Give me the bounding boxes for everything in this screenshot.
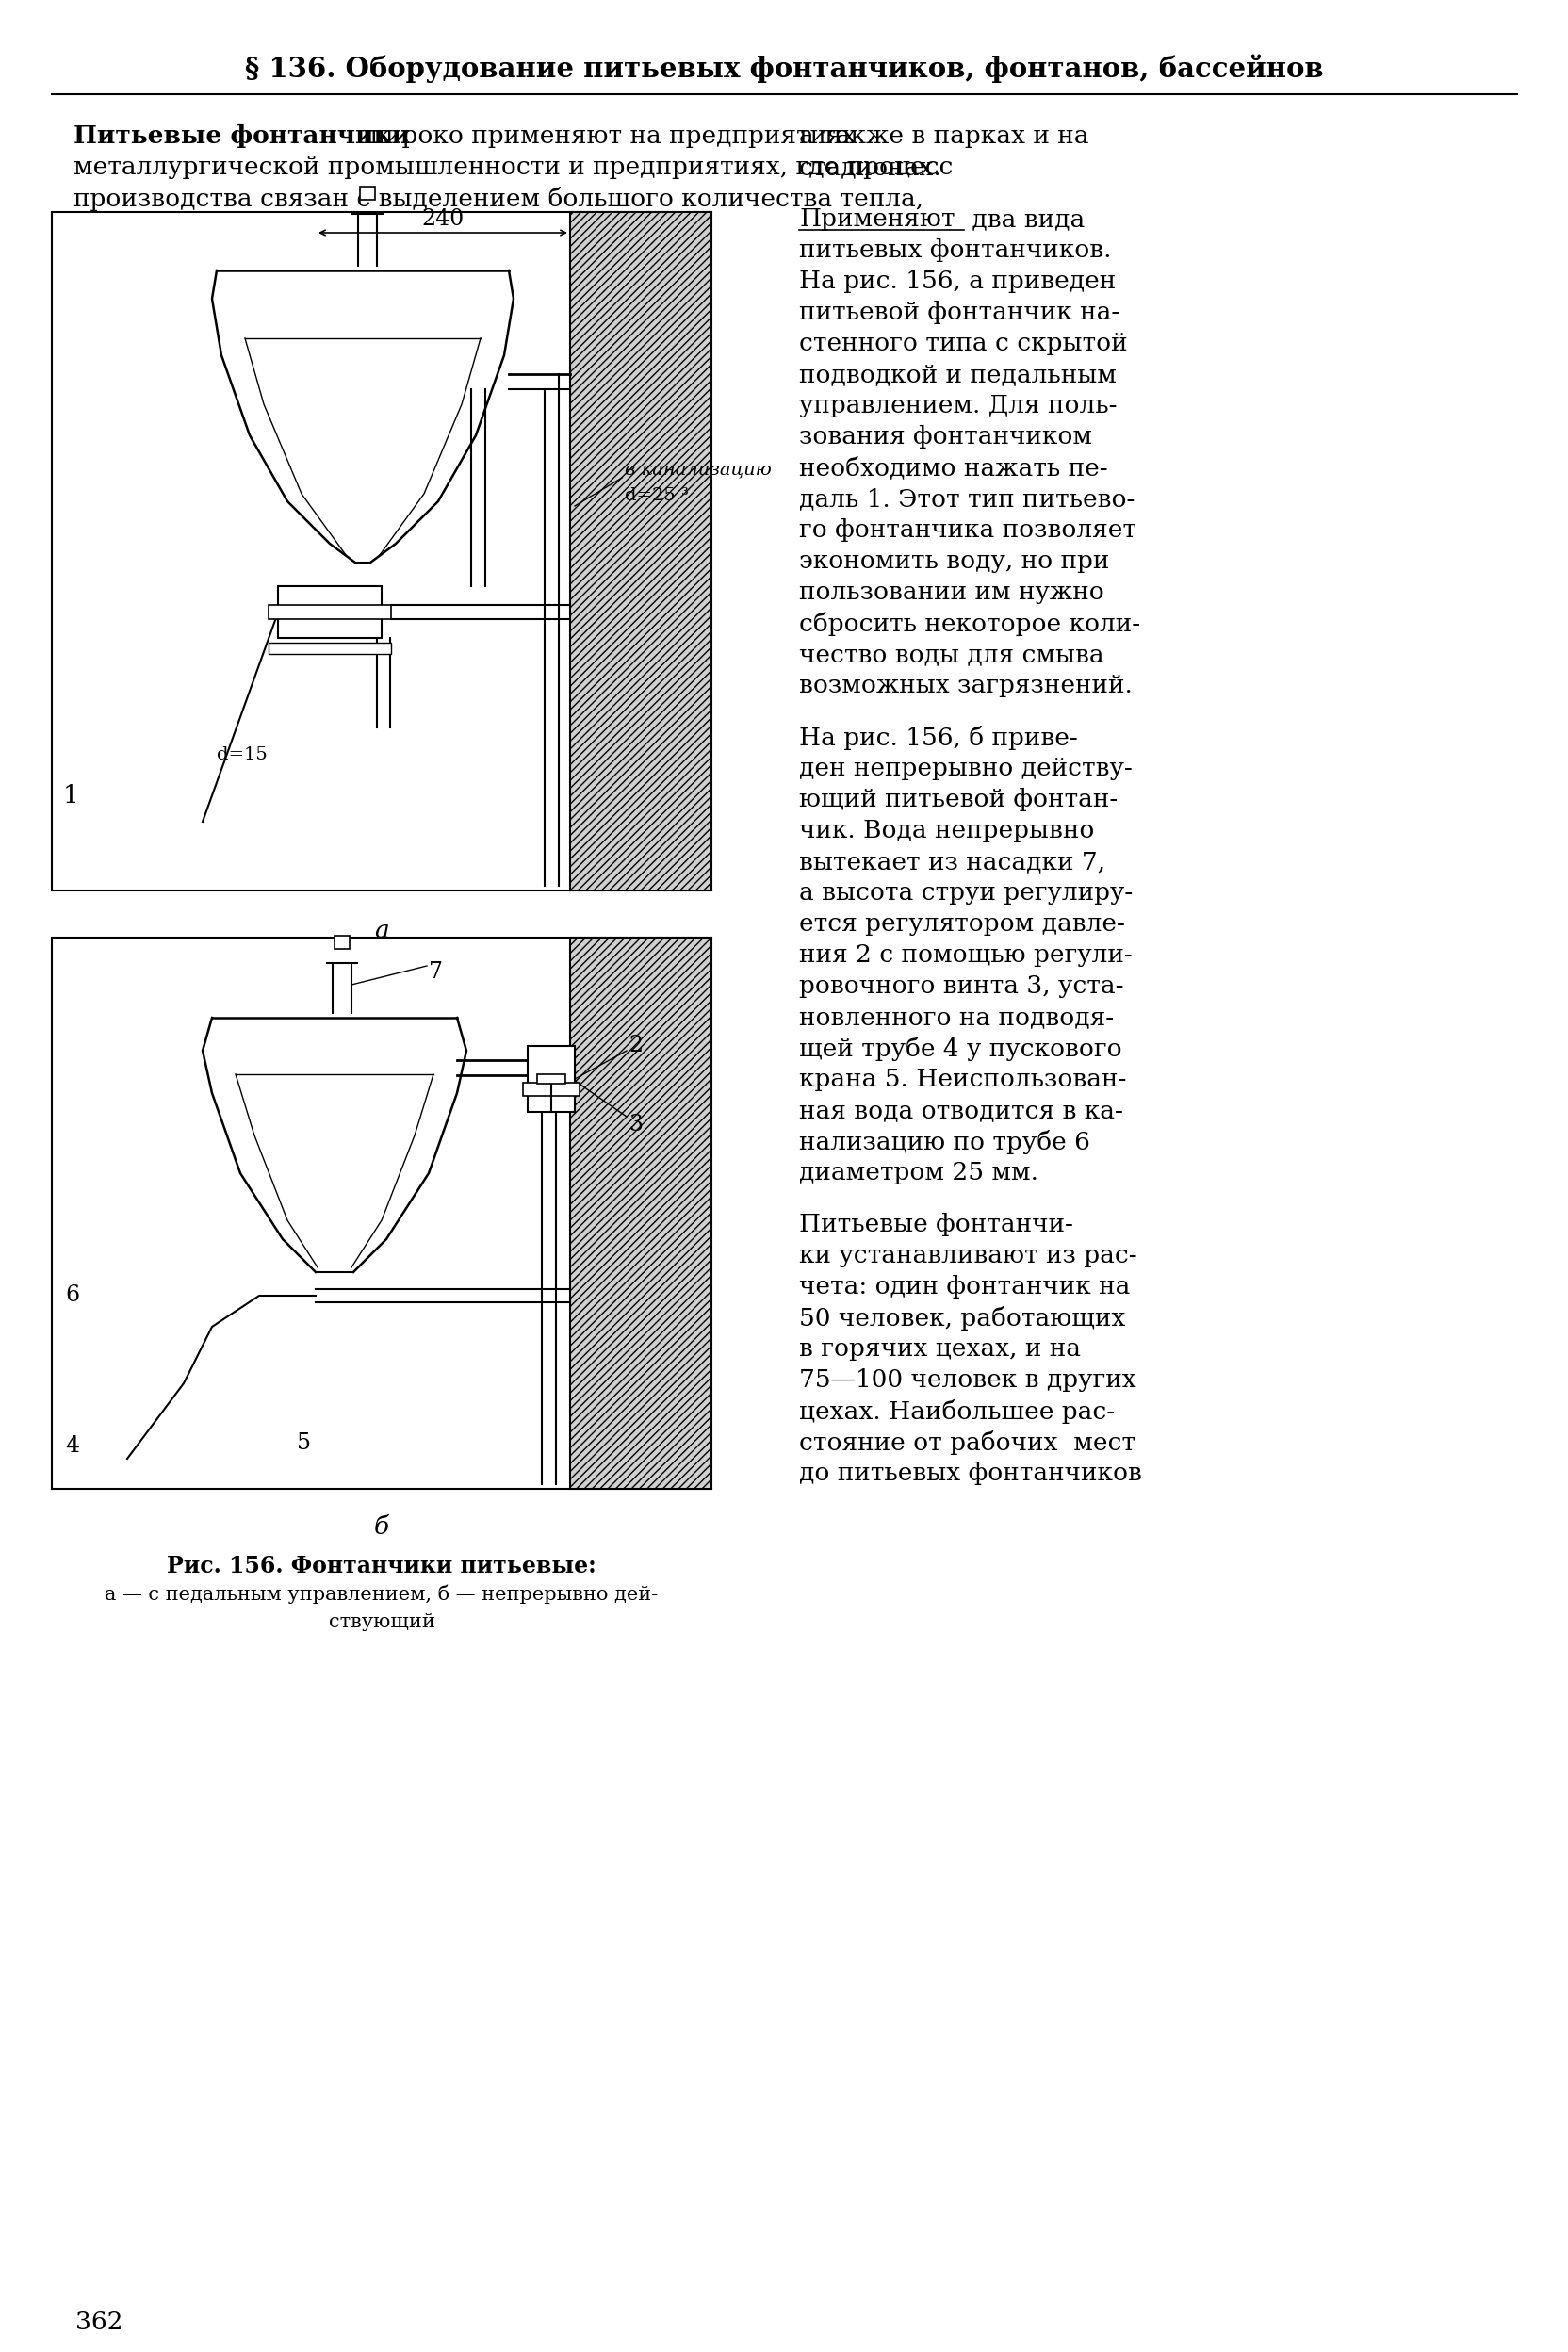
Text: Применяют: Применяют bbox=[800, 207, 955, 230]
Text: Питьевые фонтанчики: Питьевые фонтанчики bbox=[74, 125, 409, 148]
Text: зования фонтанчиком: зования фонтанчиком bbox=[800, 426, 1093, 449]
Text: Рис. 156. Фонтанчики питьевые:: Рис. 156. Фонтанчики питьевые: bbox=[166, 1555, 596, 1578]
Bar bbox=[278, 586, 381, 637]
Bar bbox=[524, 1082, 580, 1096]
Text: сбросить некоторое коли-: сбросить некоторое коли- bbox=[800, 612, 1140, 635]
Text: стадионах.: стадионах. bbox=[800, 155, 942, 179]
Text: чик. Вода непрерывно: чик. Вода непрерывно bbox=[800, 818, 1094, 842]
Text: ки устанавливают из рас-: ки устанавливают из рас- bbox=[800, 1244, 1137, 1268]
Text: даль 1. Этот тип питьево-: даль 1. Этот тип питьево- bbox=[800, 487, 1135, 510]
Text: 240: 240 bbox=[422, 209, 464, 230]
Text: ден непрерывно действу-: ден непрерывно действу- bbox=[800, 757, 1132, 781]
Text: 2: 2 bbox=[629, 1035, 643, 1056]
Bar bbox=[538, 1075, 566, 1084]
Text: в канализацию: в канализацию bbox=[624, 461, 771, 477]
Text: ствующий: ствующий bbox=[328, 1613, 434, 1632]
Text: § 136. Оборудование питьевых фонтанчиков, фонтанов, бассейнов: § 136. Оборудование питьевых фонтанчиков… bbox=[245, 54, 1323, 82]
Text: а — с педальным управлением, б — непрерывно дей-: а — с педальным управлением, б — непреры… bbox=[105, 1585, 659, 1604]
Text: На рис. 156, б приве-: На рис. 156, б приве- bbox=[800, 724, 1077, 750]
Text: два вида: два вида bbox=[964, 207, 1085, 230]
Text: чета: один фонтанчик на: чета: один фонтанчик на bbox=[800, 1275, 1131, 1298]
Text: го фонтанчика позволяет: го фонтанчика позволяет bbox=[800, 517, 1137, 541]
Text: необходимо нажать пе-: необходимо нажать пе- bbox=[800, 456, 1109, 480]
Text: ющий питьевой фонтан-: ющий питьевой фонтан- bbox=[800, 788, 1118, 811]
Text: пользовании им нужно: пользовании им нужно bbox=[800, 581, 1104, 604]
Text: производства связан с выделением большого количества тепла,: производства связан с выделением большог… bbox=[74, 186, 924, 212]
Text: Питьевые фонтанчи-: Питьевые фонтанчи- bbox=[800, 1214, 1073, 1237]
Bar bbox=[268, 604, 390, 619]
Bar bbox=[268, 642, 390, 654]
Text: d=15: d=15 bbox=[216, 746, 268, 764]
Text: 4: 4 bbox=[64, 1435, 80, 1456]
Text: щей трубе 4 у пускового: щей трубе 4 у пускового bbox=[800, 1037, 1123, 1061]
Text: в горячих цехах, и на: в горячих цехах, и на bbox=[800, 1338, 1080, 1362]
Text: а высота струи регулиру-: а высота струи регулиру- bbox=[800, 882, 1134, 906]
Text: крана 5. Неиспользован-: крана 5. Неиспользован- bbox=[800, 1068, 1126, 1091]
Text: управлением. Для поль-: управлением. Для поль- bbox=[800, 393, 1116, 416]
Text: до питьевых фонтанчиков: до питьевых фонтанчиков bbox=[800, 1461, 1142, 1484]
Bar bbox=[571, 938, 712, 1489]
Text: металлургической промышленности и предприятиях, где процесс: металлургической промышленности и предпр… bbox=[74, 155, 953, 179]
Text: б: б bbox=[375, 1515, 389, 1538]
Bar bbox=[528, 1047, 575, 1112]
Text: а также в парках и на: а также в парках и на bbox=[800, 125, 1088, 148]
Text: новленного на подводя-: новленного на подводя- bbox=[800, 1004, 1113, 1030]
Text: 50 человек, работающих: 50 человек, работающих bbox=[800, 1305, 1126, 1331]
Text: нализацию по трубе 6: нализацию по трубе 6 bbox=[800, 1129, 1090, 1155]
Text: ния 2 с помощью регули-: ния 2 с помощью регули- bbox=[800, 943, 1132, 967]
Text: чество воды для смыва: чество воды для смыва bbox=[800, 642, 1104, 666]
Text: диаметром 25 мм.: диаметром 25 мм. bbox=[800, 1162, 1038, 1185]
Text: экономить воду, но при: экономить воду, но при bbox=[800, 550, 1110, 574]
Text: 1: 1 bbox=[63, 783, 78, 807]
Text: 3: 3 bbox=[629, 1112, 643, 1136]
Text: 75—100 человек в других: 75—100 человек в других bbox=[800, 1369, 1137, 1392]
Text: 7: 7 bbox=[428, 962, 442, 983]
Text: возможных загрязнений.: возможных загрязнений. bbox=[800, 673, 1132, 696]
Text: ется регулятором давле-: ется регулятором давле- bbox=[800, 913, 1124, 936]
Text: питьевой фонтанчик на-: питьевой фонтанчик на- bbox=[800, 301, 1120, 325]
Text: подводкой и педальным: подводкой и педальным bbox=[800, 362, 1116, 386]
Text: вытекает из насадки 7,: вытекает из насадки 7, bbox=[800, 849, 1105, 873]
Text: 5: 5 bbox=[296, 1432, 310, 1454]
Text: а: а bbox=[375, 920, 389, 943]
Bar bbox=[334, 936, 350, 948]
Text: стояние от рабочих  мест: стояние от рабочих мест bbox=[800, 1430, 1135, 1456]
Text: На рис. 156, а приведен: На рис. 156, а приведен bbox=[800, 270, 1116, 294]
Text: ная вода отводится в ка-: ная вода отводится в ка- bbox=[800, 1098, 1123, 1122]
Text: 6: 6 bbox=[64, 1284, 80, 1305]
Bar bbox=[361, 186, 375, 200]
Text: цехах. Наибольшее рас-: цехах. Наибольшее рас- bbox=[800, 1399, 1115, 1423]
Text: широко применяют на предприятиях: широко применяют на предприятиях bbox=[354, 125, 856, 148]
Text: ровочного винта 3, уста-: ровочного винта 3, уста- bbox=[800, 974, 1124, 997]
Text: 362: 362 bbox=[75, 2310, 122, 2333]
Text: d=25 ³: d=25 ³ bbox=[624, 487, 688, 503]
Text: питьевых фонтанчиков.: питьевых фонтанчиков. bbox=[800, 238, 1112, 261]
Bar bbox=[571, 212, 712, 891]
Text: стенного типа с скрытой: стенного типа с скрытой bbox=[800, 332, 1127, 355]
